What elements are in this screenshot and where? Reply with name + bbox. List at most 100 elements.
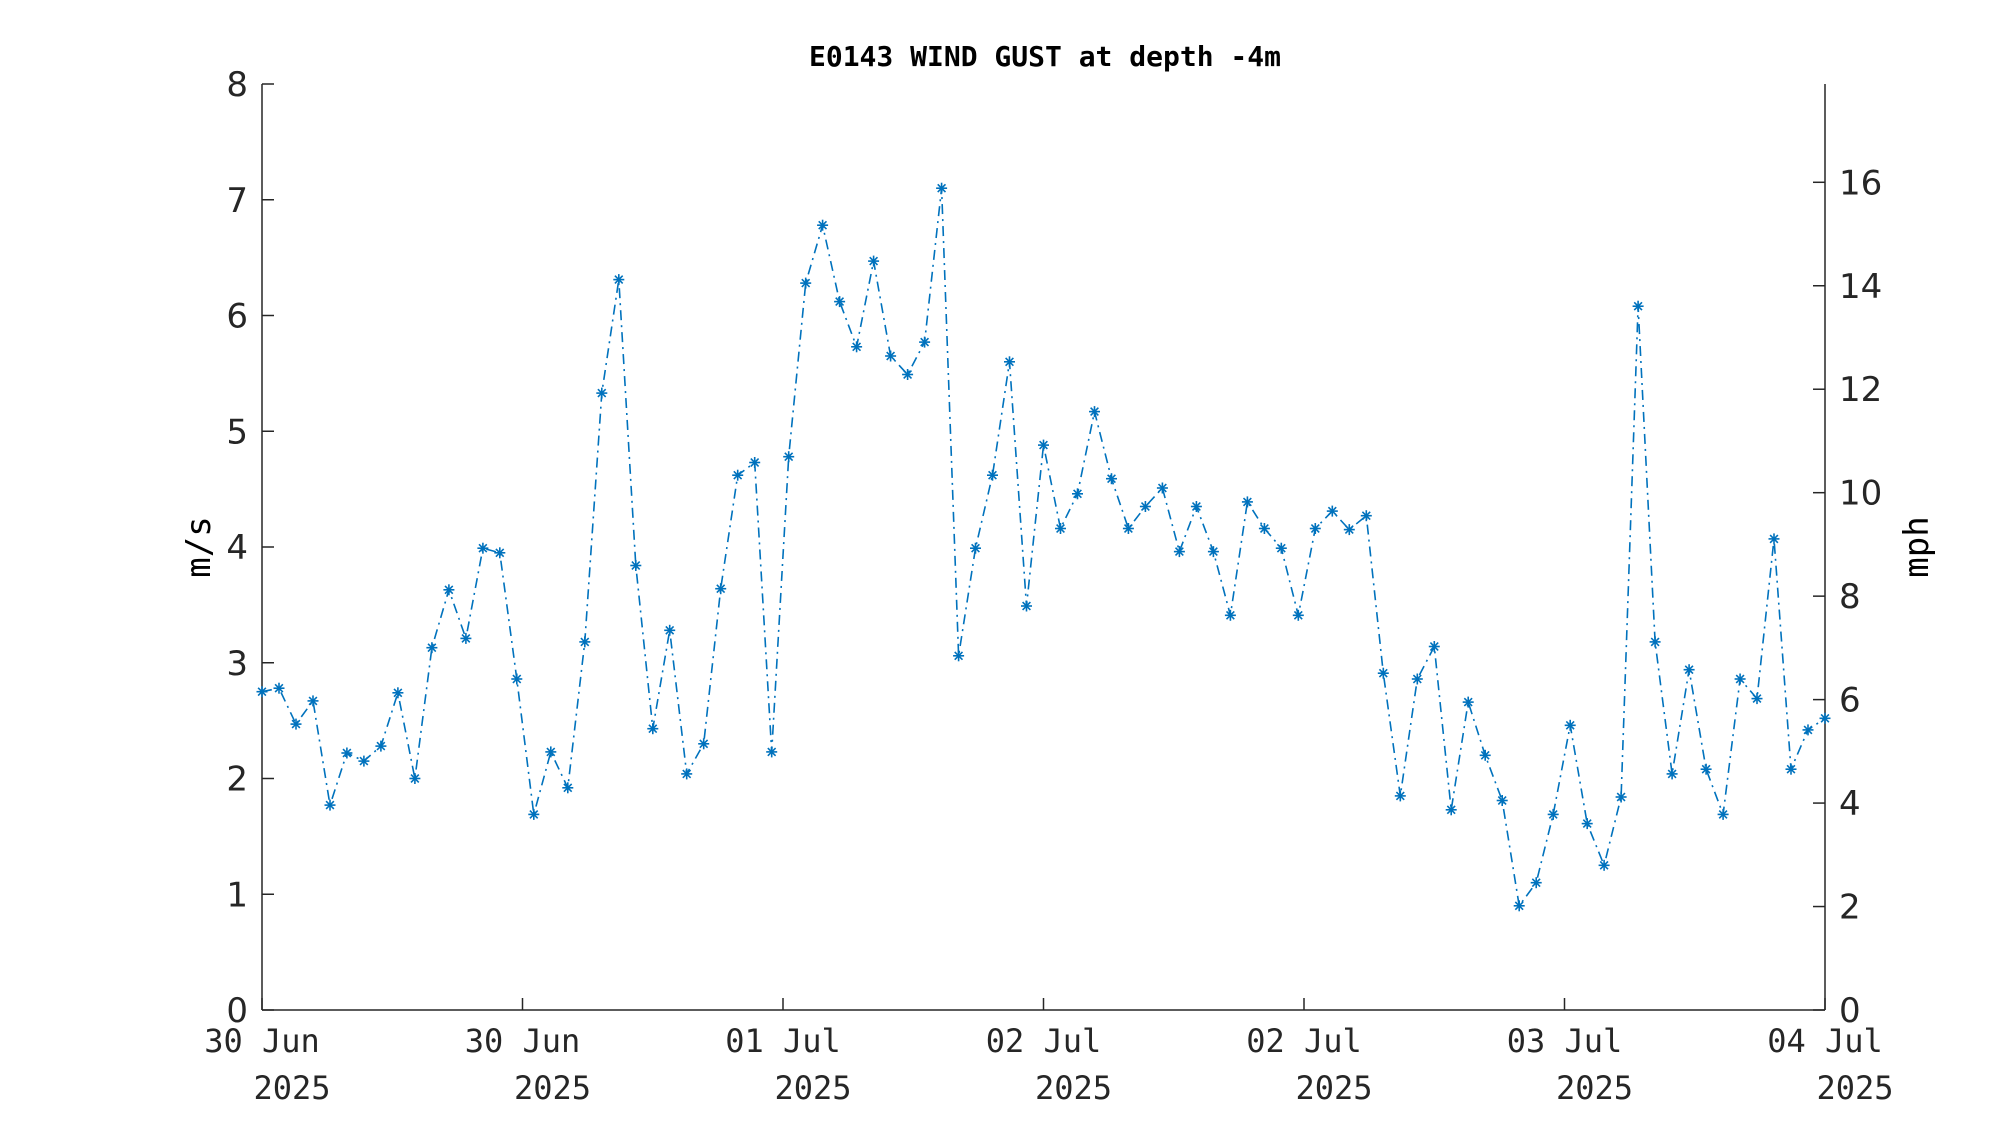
- data-point: [1564, 719, 1576, 731]
- data-point: [1343, 524, 1355, 536]
- data-point: [1190, 501, 1202, 512]
- data-point: [545, 746, 557, 758]
- data-point: [1122, 523, 1134, 534]
- x-tick-label-date: 03 Jul: [1507, 1022, 1623, 1060]
- data-point: [970, 542, 981, 554]
- x-tick-label-date: 30 Jun: [465, 1022, 581, 1060]
- left-y-ticks: 0 1 2 3 4 5 6 7 8: [226, 65, 274, 1031]
- data-point: [715, 583, 727, 595]
- data-point: [1224, 609, 1236, 621]
- data-point: [341, 747, 353, 759]
- x-ticks: 30 Jun 2025 30 Jun 2025 01 Jul 2025 02 Jul 2025…: [204, 998, 1894, 1107]
- data-point: [273, 682, 285, 694]
- data-point: [1038, 439, 1049, 451]
- data-point: [953, 650, 965, 662]
- series-line: [261, 188, 1826, 908]
- data-point: [1106, 473, 1117, 485]
- data-point: [307, 695, 319, 707]
- data-point: [256, 686, 268, 698]
- data-point: [647, 723, 659, 735]
- data-point: [800, 277, 812, 289]
- data-point: [409, 773, 421, 784]
- right-tick-label: 8: [1839, 577, 1861, 617]
- right-y-ticks: 0 2 4 6 8 10 12 14 16: [1813, 163, 1882, 1031]
- data-point: [1547, 808, 1559, 820]
- data-point: [1819, 712, 1831, 724]
- data-point: [613, 274, 625, 286]
- data-point: [511, 673, 523, 685]
- data-point: [290, 718, 302, 730]
- x-tick-label-year: 2025: [774, 1069, 851, 1107]
- data-point: [1479, 749, 1491, 761]
- left-tick-label: 7: [226, 181, 248, 221]
- data-point: [1156, 482, 1168, 494]
- right-tick-label: 10: [1839, 474, 1882, 514]
- data-point: [324, 799, 336, 811]
- left-tick-label: 8: [226, 65, 248, 105]
- data-point: [1513, 900, 1525, 912]
- data-point: [732, 469, 744, 481]
- data-point: [426, 642, 438, 654]
- data-point: [681, 768, 693, 780]
- data-point: [1055, 523, 1066, 534]
- data-point: [1072, 488, 1083, 500]
- data-point: [1173, 546, 1185, 558]
- x-tick-label-year: 2025: [1556, 1069, 1633, 1107]
- data-point: [1309, 523, 1321, 534]
- data-point: [1292, 609, 1304, 621]
- right-tick-label: 6: [1839, 681, 1861, 721]
- x-tick-label-date: 30 Jun: [204, 1022, 320, 1060]
- series-layer: [256, 182, 1831, 912]
- data-point: [528, 808, 540, 820]
- y-axis-label-left: m/s: [179, 516, 219, 577]
- data-point: [817, 219, 829, 231]
- data-point: [596, 387, 608, 399]
- data-point: [1360, 510, 1372, 522]
- data-point: [494, 547, 506, 559]
- data-point: [1139, 501, 1151, 512]
- data-point: [868, 255, 880, 267]
- data-point: [1411, 673, 1423, 685]
- data-point: [766, 746, 778, 758]
- data-point: [1275, 542, 1287, 554]
- right-tick-label: 2: [1839, 888, 1861, 928]
- left-tick-label: 0: [226, 991, 248, 1031]
- x-tick-label-year: 2025: [1295, 1069, 1372, 1107]
- data-point: [630, 560, 642, 571]
- x-tick-label-date: 02 Jul: [1246, 1022, 1362, 1060]
- data-point: [477, 542, 489, 554]
- data-point: [460, 632, 472, 644]
- data-point: [1734, 673, 1746, 685]
- x-tick-label-year: 2025: [253, 1069, 330, 1107]
- data-point: [1258, 523, 1270, 534]
- data-point: [1428, 641, 1440, 652]
- data-point: [1666, 768, 1678, 780]
- data-point: [1700, 763, 1712, 775]
- left-tick-label: 3: [226, 644, 248, 684]
- data-point: [1530, 877, 1542, 889]
- right-tick-label: 12: [1839, 370, 1882, 410]
- data-point: [783, 451, 795, 463]
- right-tick-label: 14: [1839, 267, 1882, 307]
- data-point: [834, 296, 846, 308]
- data-point: [1462, 696, 1474, 708]
- data-point: [1632, 300, 1644, 312]
- left-tick-label: 1: [226, 875, 248, 915]
- data-point: [851, 341, 863, 353]
- data-point: [749, 457, 761, 468]
- right-tick-label: 0: [1839, 991, 1861, 1031]
- data-point: [1598, 859, 1610, 871]
- data-point: [1785, 763, 1797, 775]
- data-point: [919, 336, 931, 348]
- data-point: [1326, 505, 1338, 517]
- data-point: [1581, 818, 1593, 830]
- data-point: [1649, 636, 1661, 648]
- data-point: [1751, 693, 1763, 705]
- data-point: [1377, 667, 1389, 679]
- y-axis-label-right: mph: [1897, 516, 1937, 577]
- data-point: [443, 584, 455, 596]
- data-point: [562, 782, 574, 794]
- data-point: [579, 636, 591, 648]
- right-tick-label: 4: [1839, 784, 1861, 824]
- data-point: [392, 687, 404, 699]
